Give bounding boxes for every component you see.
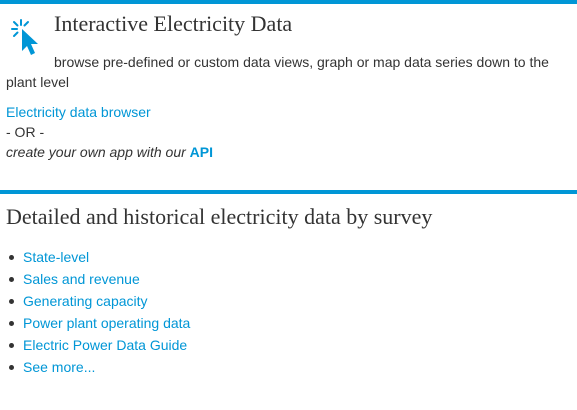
list-item: See more... [6,356,571,378]
survey-section: Detailed and historical electricity data… [6,194,571,378]
list-item: Generating capacity [6,290,571,312]
interactive-header: Interactive Electricity Data [6,4,571,55]
click-cursor-icon [11,19,38,55]
api-prefix-text: create your own app with our [6,144,186,160]
electric-power-data-guide-link[interactable]: Electric Power Data Guide [23,337,188,353]
state-level-link[interactable]: State-level [23,249,90,265]
bullet [9,255,14,260]
or-separator: - OR - [6,124,45,140]
bullet [9,321,14,326]
list-item: Power plant operating data [6,312,571,334]
list-item: State-level [6,246,571,268]
bullet [9,277,14,282]
survey-title: Detailed and historical electricity data… [6,204,433,229]
list-item: Electric Power Data Guide [6,334,571,356]
bullet [9,365,14,370]
interactive-title: Interactive Electricity Data [54,11,293,36]
electricity-data-browser-link[interactable]: Electricity data browser [6,104,151,120]
list-item: Sales and revenue [6,268,571,290]
interactive-links: Electricity data browser - OR - create y… [6,102,571,162]
api-link[interactable]: API [189,144,213,160]
survey-list: State-level Sales and revenue Generating… [6,246,571,378]
sales-and-revenue-link[interactable]: Sales and revenue [23,271,140,287]
generating-capacity-link[interactable]: Generating capacity [23,293,148,309]
section-divider [0,190,577,194]
see-more-link[interactable]: See more... [23,359,96,375]
api-line: create your own app with our API [6,142,571,162]
bullet [9,299,14,304]
power-plant-operating-data-link[interactable]: Power plant operating data [23,315,191,331]
top-divider [0,0,577,4]
interactive-data-section: Interactive Electricity Data browse pre-… [6,4,571,162]
bullet [9,343,14,348]
interactive-description: browse pre-defined or custom data views,… [6,54,549,90]
